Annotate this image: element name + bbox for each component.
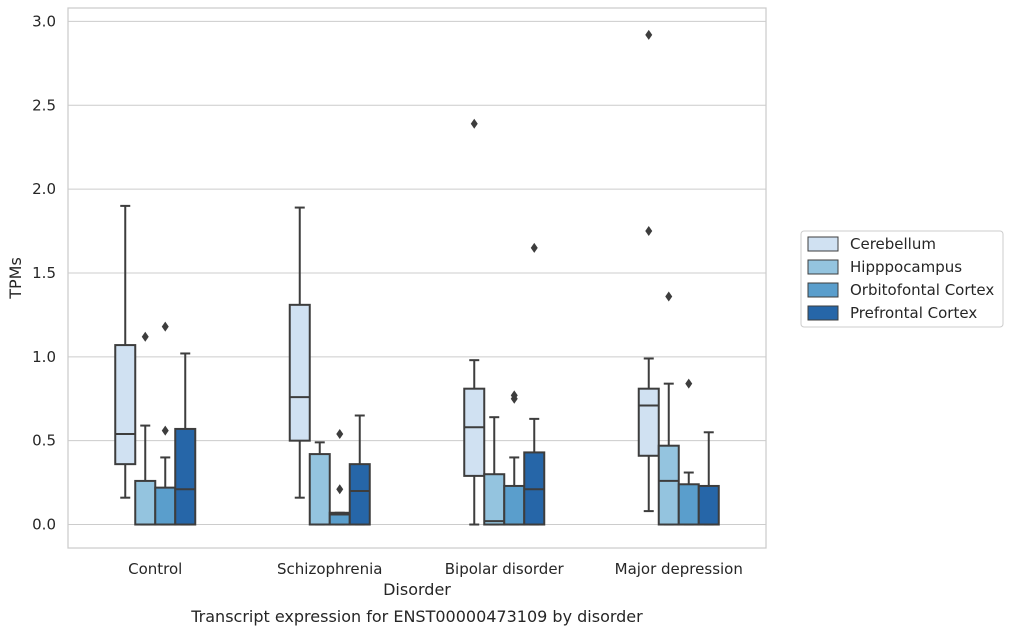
legend-label: Prefrontal Cortex	[850, 304, 977, 322]
box-body	[308, 453, 331, 526]
legend-swatch	[807, 282, 839, 298]
y-tick-label: 0.0	[32, 516, 56, 534]
legend-label: Hipppocampus	[850, 258, 962, 276]
box-body	[154, 486, 177, 526]
outlier-point	[336, 484, 344, 495]
box-1-3	[657, 291, 680, 526]
box-3-1	[348, 414, 371, 526]
legend-swatch	[807, 236, 839, 252]
y-tick-label: 2.0	[32, 180, 56, 198]
legend-label: Orbitofontal Cortex	[850, 281, 994, 299]
outlier-point	[161, 425, 169, 436]
box-body	[348, 463, 371, 526]
y-axis-title: TPMs	[6, 257, 25, 300]
box-3-3	[697, 431, 720, 526]
x-tick-label: Bipolar disorder	[445, 560, 565, 578]
outlier-point	[645, 29, 653, 40]
y-tick-label: 1.5	[32, 264, 56, 282]
box-0-2	[463, 118, 486, 526]
box-1-0	[134, 331, 157, 526]
x-tick-label: Schizophrenia	[277, 560, 382, 578]
box-1-2	[483, 416, 506, 526]
figure-caption: Transcript expression for ENST0000047310…	[190, 607, 643, 626]
y-tick-label: 3.0	[32, 12, 56, 30]
outlier-point	[665, 291, 673, 302]
outlier-point	[336, 428, 344, 439]
x-axis-ticks: Control Schizophrenia Bipolar disorder Majo…	[128, 560, 743, 578]
box-body	[503, 484, 526, 526]
y-tick-label: 1.0	[32, 348, 56, 366]
box-body	[657, 444, 680, 526]
y-axis-ticks: 0.0 0.5 1.0 1.5 2.0 2.5 3.0	[32, 12, 56, 533]
outlier-point	[161, 321, 169, 332]
box-2-0	[154, 321, 177, 526]
box-2-1	[328, 428, 351, 526]
x-axis-title: Disorder	[383, 580, 451, 599]
box-layer	[114, 29, 720, 526]
box-body	[677, 483, 700, 526]
outlier-point	[141, 331, 149, 342]
outlier-point	[685, 378, 693, 389]
legend-swatch	[807, 305, 839, 321]
box-0-0	[114, 204, 137, 499]
x-tick-label: Major depression	[615, 560, 743, 578]
box-body	[174, 427, 197, 526]
box-2-2	[503, 390, 526, 526]
x-tick-label: Control	[128, 560, 182, 578]
y-tick-label: 2.5	[32, 96, 56, 114]
outlier-point	[530, 242, 538, 253]
box-body	[288, 303, 311, 442]
box-1-1	[308, 441, 331, 526]
box-body	[637, 387, 660, 457]
box-body	[114, 344, 137, 466]
outlier-point	[510, 393, 518, 404]
plot-area-frame	[67, 7, 767, 549]
legend-swatch	[807, 259, 839, 275]
box-body	[483, 473, 506, 526]
legend-label: Cerebellum	[850, 235, 936, 253]
box-3-0	[174, 352, 197, 526]
outlier-point	[645, 226, 653, 237]
box-body	[697, 484, 720, 526]
box-2-3	[677, 378, 700, 526]
box-body	[134, 479, 157, 526]
box-0-3	[637, 29, 660, 513]
box-body	[463, 387, 486, 477]
box-0-1	[288, 206, 311, 499]
box-3-2	[523, 242, 546, 526]
outlier-point	[470, 118, 478, 129]
legend: Cerebellum Hipppocampus Orbitofontal Corte…	[800, 230, 1004, 328]
y-tick-label: 0.5	[32, 432, 56, 450]
legend-frame	[800, 230, 1004, 328]
